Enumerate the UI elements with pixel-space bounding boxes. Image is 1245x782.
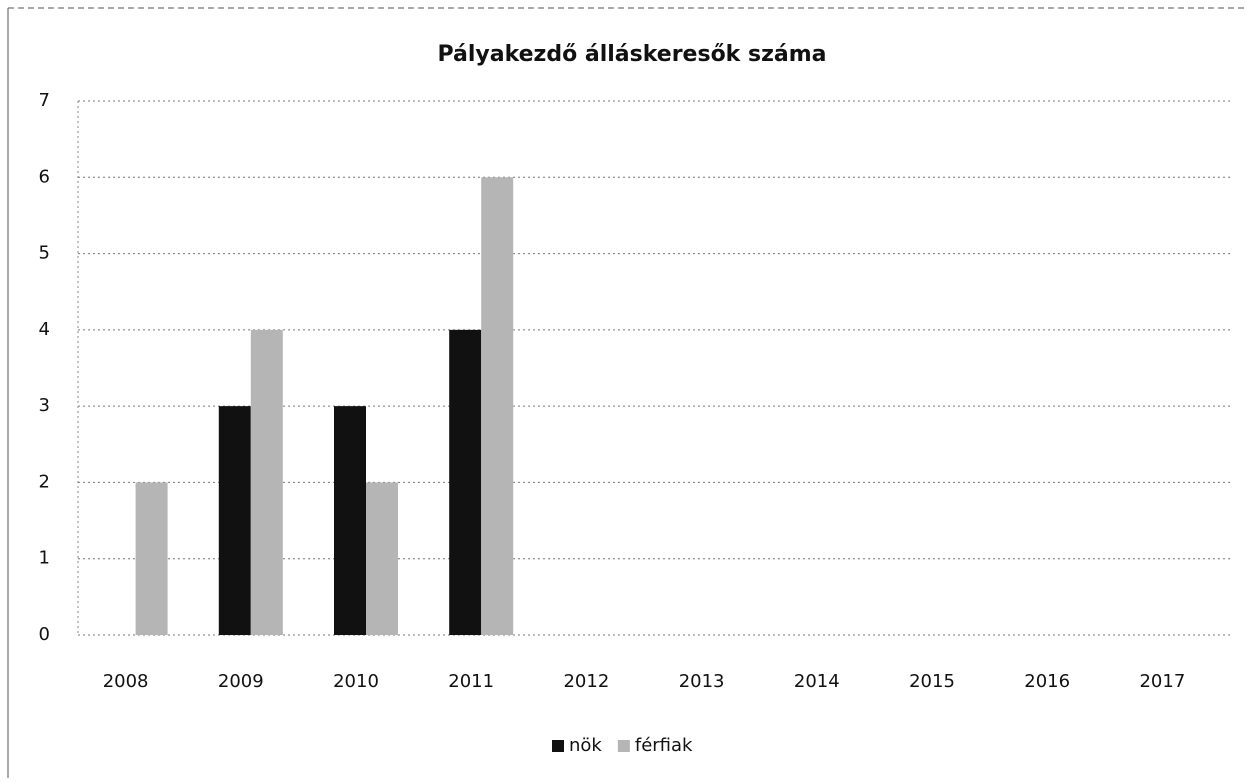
y-tick-label: 2	[39, 471, 50, 492]
y-tick-label: 5	[39, 243, 50, 264]
y-tick-label: 1	[39, 548, 50, 569]
legend-label: nök	[569, 735, 602, 756]
x-tick-label: 2010	[333, 671, 379, 692]
legend-swatch	[552, 740, 564, 752]
bar	[481, 177, 514, 636]
bar	[135, 482, 168, 635]
x-tick-label: 2012	[563, 671, 609, 692]
bar	[250, 329, 283, 635]
x-tick-label: 2016	[1024, 671, 1070, 692]
x-tick-label: 2013	[679, 671, 725, 692]
bar	[449, 329, 482, 635]
chart-title: Pályakezdő álláskeresők száma	[437, 42, 826, 67]
y-tick-label: 0	[39, 624, 50, 645]
y-tick-label: 4	[39, 319, 50, 340]
y-tick-label: 6	[39, 166, 50, 187]
y-tick-label: 7	[39, 90, 50, 111]
x-tick-label: 2017	[1139, 671, 1185, 692]
x-tick-label: 2014	[794, 671, 840, 692]
bar	[366, 482, 398, 635]
x-tick-label: 2009	[218, 671, 264, 692]
x-tick-label: 2011	[448, 671, 494, 692]
y-tick-label: 3	[39, 395, 50, 416]
x-tick-label: 2008	[103, 671, 149, 692]
legend-swatch	[617, 740, 630, 752]
bar	[334, 406, 366, 635]
bar	[218, 406, 251, 635]
x-tick-label: 2015	[909, 671, 955, 692]
legend-label: férfiak	[635, 735, 693, 756]
